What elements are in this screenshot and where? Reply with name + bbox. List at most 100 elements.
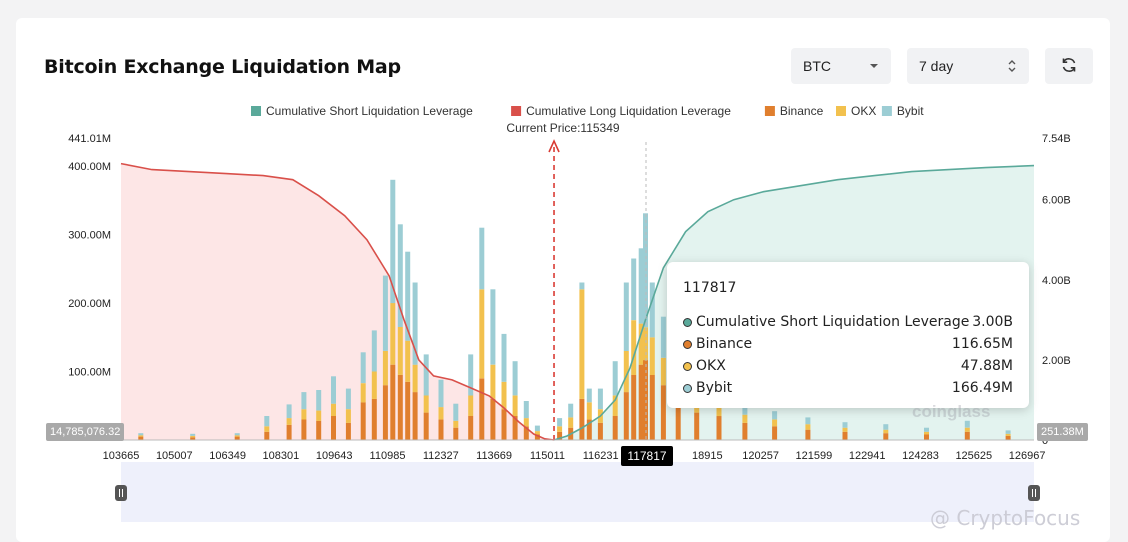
bar-binance-34[interactable]: [638, 364, 644, 440]
bar-binance-43[interactable]: [805, 429, 811, 440]
bar-binance-30[interactable]: [597, 422, 603, 440]
bar-okx-16[interactable]: [423, 395, 429, 413]
bar-binance-2[interactable]: [234, 436, 240, 440]
bar-binance-47[interactable]: [964, 431, 970, 440]
bar-bybit-20[interactable]: [479, 227, 485, 290]
bar-bybit-3[interactable]: [264, 416, 270, 427]
bar-binance-10[interactable]: [371, 398, 377, 440]
legend-label-1[interactable]: Cumulative Long Liquidation Leverage: [526, 104, 731, 118]
bar-okx-25[interactable]: [534, 431, 540, 435]
bar-bybit-27[interactable]: [568, 403, 574, 418]
bar-bybit-1[interactable]: [190, 433, 196, 436]
bar-okx-12[interactable]: [390, 303, 396, 365]
bar-bybit-32[interactable]: [623, 282, 629, 352]
bar-bybit-12[interactable]: [390, 179, 396, 304]
bar-okx-48[interactable]: [1005, 433, 1011, 436]
bar-bybit-24[interactable]: [523, 401, 529, 419]
bar-okx-26[interactable]: [557, 426, 563, 432]
bar-binance-9[interactable]: [360, 402, 366, 440]
bar-bybit-21[interactable]: [490, 289, 496, 365]
bar-binance-12[interactable]: [390, 364, 396, 440]
bar-binance-25[interactable]: [534, 434, 540, 441]
long-cumulative-line[interactable]: [120, 162, 555, 441]
bar-okx-3[interactable]: [264, 426, 270, 432]
bar-okx-7[interactable]: [331, 403, 336, 416]
bar-bybit-7[interactable]: [331, 376, 336, 404]
bar-bybit-43[interactable]: [805, 417, 811, 425]
period-select[interactable]: 7 day: [907, 48, 1029, 84]
bar-binance-15[interactable]: [412, 392, 418, 440]
bar-okx-29[interactable]: [586, 402, 592, 420]
bar-okx-44[interactable]: [842, 427, 848, 432]
bar-bybit-10[interactable]: [371, 330, 377, 372]
bar-bybit-25[interactable]: [534, 425, 540, 432]
bar-bybit-15[interactable]: [412, 282, 418, 365]
bar-okx-15[interactable]: [412, 364, 418, 393]
bar-okx-28[interactable]: [579, 289, 585, 399]
bar-okx-36[interactable]: [649, 337, 655, 375]
bar-okx-18[interactable]: [453, 420, 459, 428]
bar-bybit-47[interactable]: [964, 420, 970, 428]
bar-binance-17[interactable]: [438, 419, 444, 441]
bar-binance-38[interactable]: [675, 398, 681, 440]
bar-bybit-17[interactable]: [438, 379, 444, 408]
legend-label-4[interactable]: Bybit: [897, 104, 924, 118]
bar-bybit-33[interactable]: [631, 258, 637, 321]
bar-okx-14[interactable]: [405, 340, 411, 382]
bar-bybit-34[interactable]: [638, 248, 644, 324]
bar-binance-16[interactable]: [423, 412, 429, 440]
bar-binance-44[interactable]: [842, 431, 848, 440]
bar-binance-36[interactable]: [649, 374, 655, 440]
bar-binance-45[interactable]: [883, 433, 889, 440]
bar-binance-46[interactable]: [924, 434, 929, 441]
bar-okx-10[interactable]: [371, 371, 377, 399]
legend-label-3[interactable]: OKX: [851, 104, 876, 118]
bar-bybit-42[interactable]: [772, 411, 778, 420]
bar-okx-1[interactable]: [190, 435, 196, 438]
bar-bybit-2[interactable]: [234, 433, 240, 436]
bar-binance-13[interactable]: [397, 374, 403, 440]
bar-okx-22[interactable]: [501, 381, 507, 410]
bar-okx-11[interactable]: [382, 351, 388, 386]
bar-binance-42[interactable]: [772, 426, 778, 440]
bar-bybit-44[interactable]: [842, 422, 848, 428]
bar-bybit-13[interactable]: [397, 224, 403, 327]
bar-okx-46[interactable]: [924, 431, 929, 435]
bar-okx-37[interactable]: [660, 357, 666, 386]
range-selector-area[interactable]: [121, 462, 1034, 522]
bar-okx-31[interactable]: [612, 395, 618, 417]
bar-okx-23[interactable]: [512, 395, 518, 417]
bar-bybit-4[interactable]: [286, 404, 292, 419]
bar-binance-24[interactable]: [523, 426, 529, 440]
bar-okx-17[interactable]: [438, 407, 444, 420]
bar-bybit-9[interactable]: [360, 352, 366, 384]
bar-okx-27[interactable]: [568, 417, 574, 428]
bar-bybit-5[interactable]: [301, 392, 307, 410]
bar-binance-48[interactable]: [1005, 435, 1011, 440]
bar-binance-14[interactable]: [405, 381, 411, 440]
bar-okx-43[interactable]: [805, 424, 811, 430]
bar-binance-31[interactable]: [612, 416, 618, 440]
bar-binance-0[interactable]: [138, 436, 144, 440]
bar-bybit-23[interactable]: [512, 361, 518, 396]
bar-okx-0[interactable]: [138, 435, 144, 437]
range-handle-left[interactable]: [115, 485, 127, 501]
bar-binance-11[interactable]: [382, 385, 388, 440]
bar-binance-41[interactable]: [742, 422, 748, 440]
bar-binance-22[interactable]: [501, 409, 507, 440]
bar-okx-13[interactable]: [397, 327, 403, 375]
bar-binance-23[interactable]: [512, 416, 518, 440]
bar-bybit-8[interactable]: [345, 388, 351, 410]
bar-binance-26[interactable]: [557, 431, 563, 440]
bar-okx-6[interactable]: [316, 410, 322, 421]
bar-bybit-45[interactable]: [883, 424, 889, 430]
bar-binance-21[interactable]: [490, 398, 496, 440]
bar-okx-34[interactable]: [638, 323, 644, 365]
range-handle-right[interactable]: [1028, 485, 1040, 501]
coin-select[interactable]: BTC: [791, 48, 891, 84]
bar-okx-19[interactable]: [468, 395, 474, 417]
bar-bybit-48[interactable]: [1005, 430, 1011, 434]
bar-binance-39[interactable]: [694, 412, 700, 440]
bar-bybit-18[interactable]: [453, 403, 459, 421]
bar-okx-4[interactable]: [286, 418, 292, 425]
